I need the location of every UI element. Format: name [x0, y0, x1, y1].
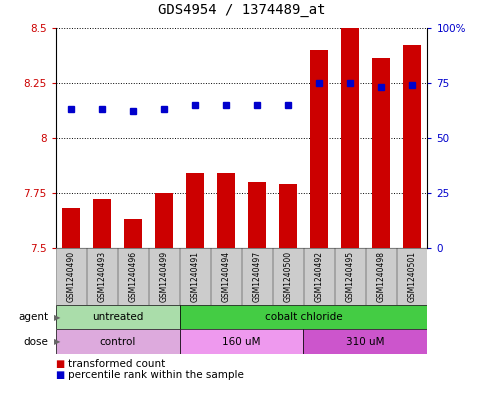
Bar	[124, 219, 142, 248]
Bar	[217, 173, 235, 248]
Bar	[180, 305, 427, 329]
Bar	[242, 248, 272, 305]
Text: GSM1240499: GSM1240499	[159, 251, 169, 302]
Text: ■: ■	[56, 370, 65, 380]
Text: GSM1240497: GSM1240497	[253, 251, 261, 302]
Text: 310 uM: 310 uM	[346, 336, 385, 347]
Text: GSM1240496: GSM1240496	[128, 251, 138, 302]
Bar	[403, 45, 421, 248]
Bar	[310, 50, 328, 248]
Bar	[56, 329, 180, 354]
Bar	[304, 248, 334, 305]
Bar	[279, 184, 297, 248]
Bar	[372, 59, 390, 248]
Bar	[118, 248, 148, 305]
Text: ▶: ▶	[54, 337, 60, 346]
Text: GSM1240493: GSM1240493	[98, 251, 107, 302]
Bar	[56, 248, 86, 305]
Bar	[366, 248, 396, 305]
Text: dose: dose	[23, 336, 48, 347]
Bar	[93, 200, 112, 248]
Bar	[397, 248, 427, 305]
Bar	[180, 329, 303, 354]
Text: GSM1240498: GSM1240498	[376, 251, 385, 302]
Text: agent: agent	[18, 312, 48, 322]
Text: GSM1240494: GSM1240494	[222, 251, 230, 302]
Bar	[335, 248, 365, 305]
Text: GSM1240492: GSM1240492	[314, 251, 324, 302]
Text: GSM1240490: GSM1240490	[67, 251, 75, 302]
Text: GDS4954 / 1374489_at: GDS4954 / 1374489_at	[158, 3, 325, 17]
Bar	[62, 208, 80, 248]
Bar	[341, 28, 359, 248]
Bar	[303, 329, 427, 354]
Bar	[273, 248, 303, 305]
Text: cobalt chloride: cobalt chloride	[265, 312, 342, 322]
Text: GSM1240491: GSM1240491	[190, 251, 199, 302]
Bar	[248, 182, 266, 248]
Bar	[149, 248, 179, 305]
Text: GSM1240501: GSM1240501	[408, 251, 416, 302]
Text: control: control	[99, 336, 136, 347]
Bar	[155, 193, 173, 248]
Text: ▶: ▶	[54, 313, 60, 321]
Text: percentile rank within the sample: percentile rank within the sample	[68, 370, 243, 380]
Text: ■: ■	[56, 358, 65, 369]
Text: transformed count: transformed count	[68, 358, 165, 369]
Bar	[87, 248, 117, 305]
Text: untreated: untreated	[92, 312, 143, 322]
Bar	[180, 248, 210, 305]
Text: 160 uM: 160 uM	[222, 336, 261, 347]
Bar	[56, 305, 180, 329]
Bar	[211, 248, 241, 305]
Text: GSM1240495: GSM1240495	[345, 251, 355, 302]
Text: GSM1240500: GSM1240500	[284, 251, 293, 302]
Bar	[186, 173, 204, 248]
